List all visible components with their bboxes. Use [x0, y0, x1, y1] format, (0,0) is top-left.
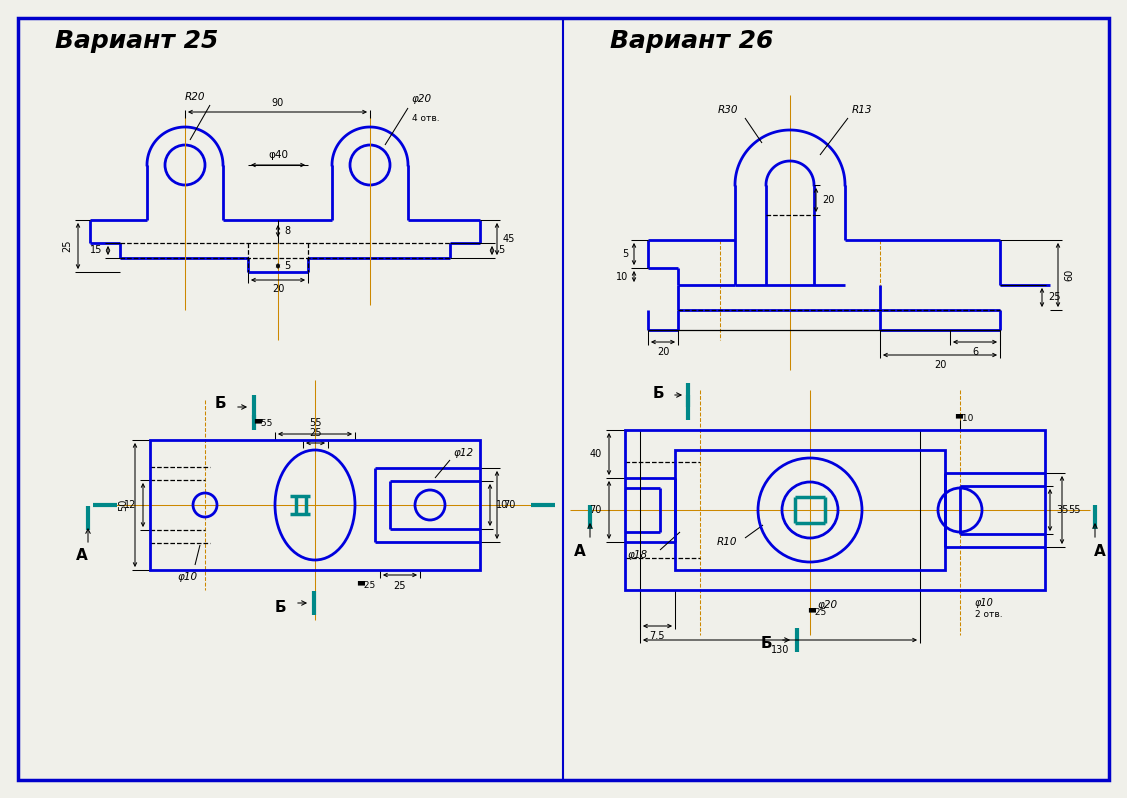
Text: А: А [574, 544, 586, 559]
Text: φ10: φ10 [975, 598, 994, 608]
Text: 35: 35 [1056, 505, 1068, 515]
Text: 12: 12 [124, 500, 136, 510]
Text: 20: 20 [822, 195, 834, 205]
Bar [625, 430, 1045, 590]
Text: 5: 5 [498, 245, 504, 255]
Text: φ20: φ20 [818, 600, 838, 610]
Text: 130: 130 [771, 645, 789, 655]
Text: 55: 55 [1068, 505, 1081, 515]
Text: 10: 10 [496, 500, 508, 510]
Text: 4 отв.: 4 отв. [412, 114, 440, 123]
Text: 20: 20 [934, 360, 947, 370]
Text: R20: R20 [185, 92, 205, 102]
Text: R13: R13 [852, 105, 872, 115]
Text: 15: 15 [90, 245, 103, 255]
Bar [675, 450, 946, 570]
Text: 25: 25 [62, 239, 72, 252]
Text: Б: Б [653, 385, 664, 401]
Text: 40: 40 [589, 449, 602, 459]
Text: 20: 20 [272, 284, 284, 294]
Text: 70: 70 [503, 500, 515, 510]
Text: ▀25: ▀25 [808, 608, 826, 617]
Text: 20: 20 [657, 347, 669, 357]
Text: 55: 55 [309, 418, 321, 428]
Text: Б: Б [274, 599, 286, 614]
Text: 60: 60 [1064, 269, 1074, 281]
Text: А: А [1094, 544, 1106, 559]
Text: 50: 50 [118, 499, 128, 512]
Text: 5: 5 [622, 249, 628, 259]
Text: R10: R10 [717, 537, 737, 547]
Text: 70: 70 [589, 505, 602, 515]
Text: φ12: φ12 [453, 448, 473, 458]
Text: ▀55: ▀55 [254, 419, 272, 428]
Text: 8: 8 [284, 226, 290, 236]
Text: 6: 6 [971, 347, 978, 357]
Bar [150, 440, 480, 570]
Text: Б: Б [214, 397, 225, 412]
Text: 7.5: 7.5 [649, 631, 665, 641]
Text: φ10: φ10 [178, 572, 198, 582]
Text: φ20: φ20 [412, 94, 432, 104]
Text: R30: R30 [718, 105, 738, 115]
Text: Вариант 26: Вариант 26 [610, 29, 773, 53]
Text: ▀10: ▀10 [955, 414, 974, 423]
Text: φ40: φ40 [268, 150, 289, 160]
Text: 25: 25 [1048, 292, 1061, 302]
Text: φ18: φ18 [628, 550, 648, 560]
Text: 90: 90 [272, 98, 284, 108]
Text: 25: 25 [309, 428, 321, 438]
Text: Б: Б [761, 637, 772, 651]
Text: 25: 25 [393, 581, 406, 591]
Text: А: А [77, 547, 88, 563]
Text: 45: 45 [503, 234, 515, 244]
Text: 2 отв.: 2 отв. [975, 610, 1003, 619]
Text: Вариант 25: Вариант 25 [55, 29, 219, 53]
Text: ▀25: ▀25 [357, 581, 375, 590]
Text: 10: 10 [615, 272, 628, 282]
Text: 5: 5 [284, 261, 291, 271]
